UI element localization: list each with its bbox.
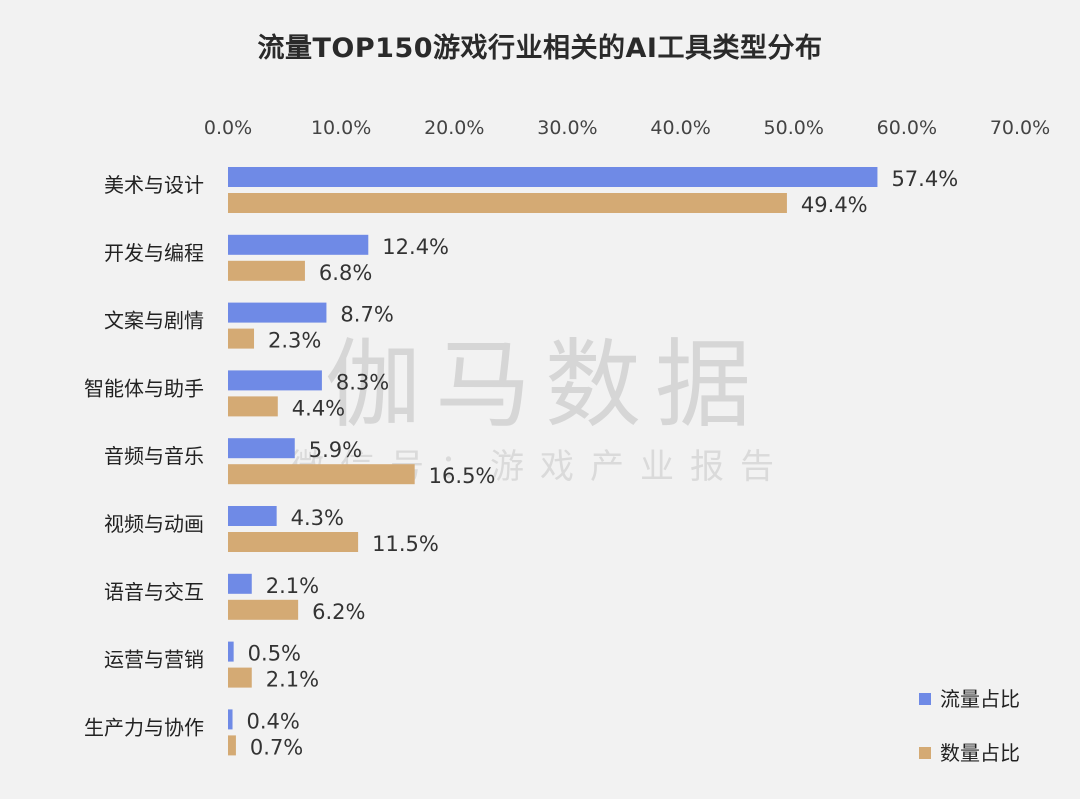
legend-label: 流量占比 [940, 687, 1020, 711]
bar-traffic-share [228, 709, 233, 730]
data-label: 0.7% [250, 735, 303, 759]
x-tick-label: 30.0% [537, 117, 597, 139]
data-label: 49.4% [801, 193, 868, 217]
bar-count-share [228, 396, 278, 417]
bar-traffic-share [228, 573, 252, 594]
x-tick-label: 20.0% [424, 117, 484, 139]
data-label: 0.5% [248, 642, 301, 666]
data-label: 8.7% [340, 303, 393, 327]
category-label: 运营与营销 [104, 648, 204, 672]
bar-count-share [228, 328, 255, 349]
data-label: 4.3% [291, 506, 344, 530]
x-tick-label: 50.0% [764, 117, 824, 139]
category-label: 美术与设计 [104, 173, 204, 197]
data-label: 8.3% [336, 370, 389, 394]
bar-count-share [228, 464, 415, 485]
bar-count-share [228, 599, 299, 620]
chart-title: 流量TOP150游戏行业相关的AI工具类型分布 [257, 33, 823, 64]
data-label: 2.3% [268, 329, 321, 353]
bar-traffic-share [228, 302, 327, 323]
bar-traffic-share [228, 234, 369, 255]
watermark: 伽马数据 微信号：游戏产业报告 [290, 329, 774, 487]
bar-traffic-share [228, 167, 878, 187]
category-label: 语音与交互 [104, 580, 204, 604]
bar-traffic-share [228, 641, 234, 662]
data-label: 12.4% [382, 235, 449, 259]
x-tick-label: 40.0% [650, 117, 710, 139]
watermark-main: 伽马数据 [325, 329, 765, 441]
category-label: 视频与动画 [104, 512, 204, 536]
data-label: 6.2% [312, 600, 365, 624]
category-label: 智能体与助手 [84, 376, 204, 400]
data-label: 2.1% [266, 668, 319, 692]
data-label: 4.4% [292, 396, 345, 420]
category-label: 开发与编程 [104, 241, 204, 265]
x-tick-label: 70.0% [990, 117, 1050, 139]
bar-count-share [228, 260, 305, 281]
category-label: 音频与音乐 [104, 444, 204, 468]
data-label: 2.1% [266, 574, 319, 598]
data-label: 16.5% [429, 464, 496, 488]
data-label: 5.9% [309, 438, 362, 462]
data-label: 57.4% [891, 167, 958, 191]
x-axis-ticks: 0.0% 10.0% 20.0% 30.0% 40.0% 50.0% 60.0% 70.0% [204, 117, 1050, 139]
legend-swatch [919, 747, 931, 759]
data-label: 0.4% [247, 709, 300, 733]
bar-traffic-share [228, 438, 295, 459]
x-tick-label: 10.0% [311, 117, 371, 139]
x-tick-label: 0.0% [204, 117, 252, 139]
bar-count-share [228, 667, 252, 688]
x-tick-label: 60.0% [877, 117, 937, 139]
bars: 美术与设计 57.4% 49.4% 开发与编程 12.4% 6.8% 文案与剧情 8.7% 2.… [84, 167, 958, 759]
bar-count-share [228, 532, 359, 552]
bar-count-share [228, 193, 787, 213]
legend-swatch [919, 693, 931, 705]
category-label: 文案与剧情 [104, 309, 204, 333]
bar-traffic-share [228, 506, 277, 526]
category-label: 生产力与协作 [84, 715, 204, 739]
data-label: 6.8% [319, 261, 372, 285]
data-label: 11.5% [372, 532, 439, 556]
bar-traffic-share [228, 370, 322, 391]
legend-label: 数量占比 [940, 741, 1020, 765]
bar-count-share [228, 735, 236, 756]
